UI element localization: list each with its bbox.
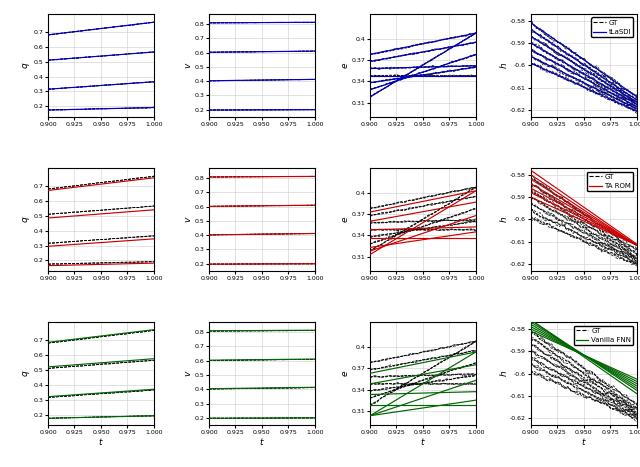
Legend: GT, tLaSDI: GT, tLaSDI xyxy=(591,17,634,37)
Y-axis label: $v$: $v$ xyxy=(184,62,193,69)
Y-axis label: $q$: $q$ xyxy=(21,370,32,377)
Y-axis label: $h$: $h$ xyxy=(498,216,509,223)
Y-axis label: $e$: $e$ xyxy=(341,216,350,223)
Y-axis label: $v$: $v$ xyxy=(184,216,193,223)
Y-axis label: $h$: $h$ xyxy=(498,370,509,377)
X-axis label: $t$: $t$ xyxy=(98,436,104,447)
X-axis label: $t$: $t$ xyxy=(259,436,265,447)
Y-axis label: $e$: $e$ xyxy=(341,62,350,69)
Legend: GT, TA ROM: GT, TA ROM xyxy=(587,171,634,191)
X-axis label: $t$: $t$ xyxy=(581,436,587,447)
Y-axis label: $v$: $v$ xyxy=(184,370,193,377)
Legend: GT, Vanilla FNN: GT, Vanilla FNN xyxy=(574,325,634,345)
Y-axis label: $q$: $q$ xyxy=(21,62,32,69)
Y-axis label: $h$: $h$ xyxy=(498,62,509,69)
X-axis label: $t$: $t$ xyxy=(420,436,426,447)
Y-axis label: $e$: $e$ xyxy=(341,370,350,377)
Y-axis label: $q$: $q$ xyxy=(21,216,32,223)
